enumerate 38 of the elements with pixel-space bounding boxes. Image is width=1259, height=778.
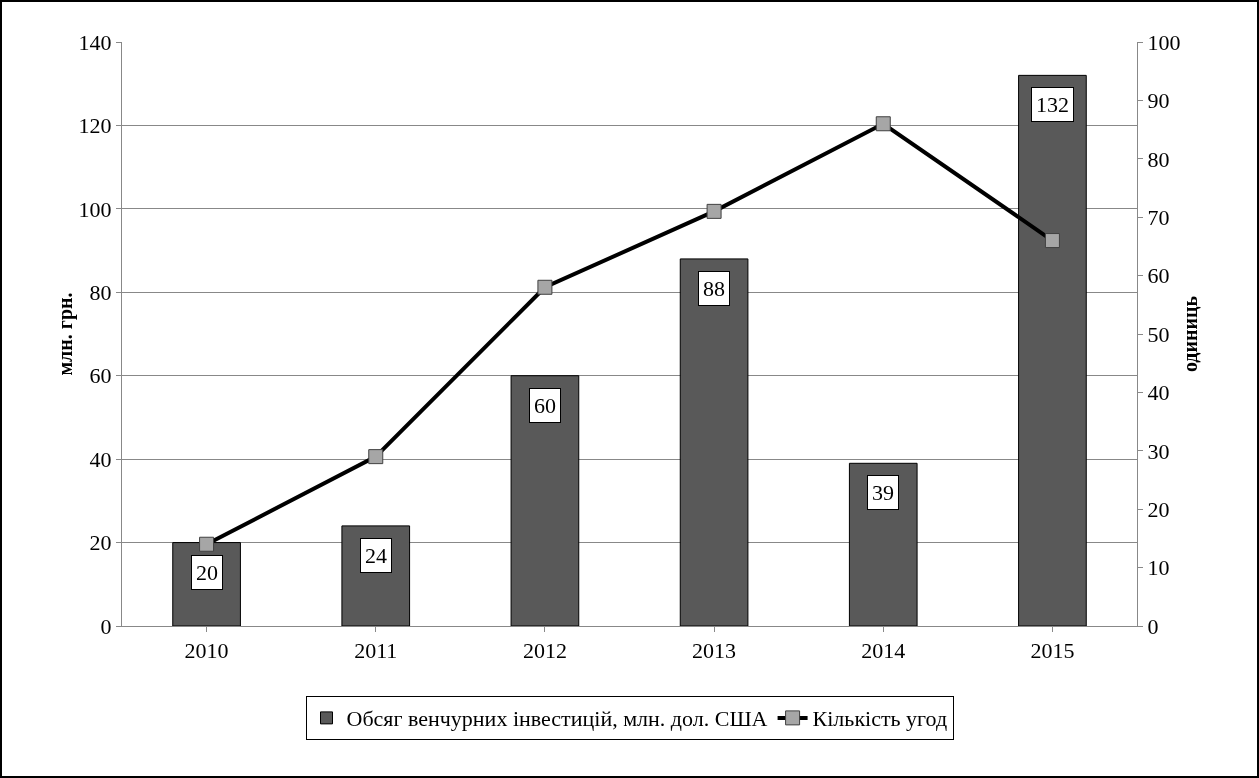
x-tick-label: 2011 <box>354 638 398 664</box>
x-tick-label: 2010 <box>184 638 229 664</box>
y-tick-label: 100 <box>78 196 112 222</box>
y2-tick-label: 10 <box>1147 555 1170 581</box>
y2-tick-label: 20 <box>1147 496 1170 522</box>
y2-tick-label: 0 <box>1147 613 1159 639</box>
x-tick-label: 2015 <box>1030 638 1075 664</box>
y-tick-label: 120 <box>78 113 112 139</box>
data-label: 132 <box>1036 92 1069 117</box>
y-tick-label: 20 <box>89 530 112 556</box>
data-label: 20 <box>196 560 218 585</box>
data-label: 88 <box>703 276 725 301</box>
bar <box>679 258 749 626</box>
legend-label: Кількість угод <box>812 706 948 732</box>
y2-tick-label: 80 <box>1147 146 1170 172</box>
y-tick-label: 60 <box>89 363 112 389</box>
legend-label: Обсяг венчурних інвестицій, млн. дол. США <box>346 706 768 732</box>
y2-tick-label: 90 <box>1147 88 1170 114</box>
y-axis-title: млн. грн. <box>54 292 77 376</box>
bar <box>510 375 580 626</box>
data-label: 39 <box>872 480 894 505</box>
x-tick-label: 2013 <box>692 638 737 664</box>
y-tick-label: 0 <box>100 613 112 639</box>
y-tick-label: 80 <box>89 279 112 305</box>
y2-tick-label: 100 <box>1147 29 1181 55</box>
data-label: 60 <box>534 393 556 418</box>
data-label: 24 <box>365 543 387 568</box>
bar <box>848 462 918 626</box>
y2-tick-label: 30 <box>1147 438 1170 464</box>
y-tick-label: 140 <box>78 29 112 55</box>
y2-tick-label: 60 <box>1147 263 1170 289</box>
y2-tick-label: 50 <box>1147 321 1170 347</box>
y-tick-label: 40 <box>89 446 112 472</box>
x-tick-label: 2014 <box>861 638 906 664</box>
x-tick-label: 2012 <box>522 638 567 664</box>
y2-axis-title: одиниць <box>1179 295 1201 373</box>
y2-tick-label: 70 <box>1147 204 1170 230</box>
y2-tick-label: 40 <box>1147 380 1170 406</box>
